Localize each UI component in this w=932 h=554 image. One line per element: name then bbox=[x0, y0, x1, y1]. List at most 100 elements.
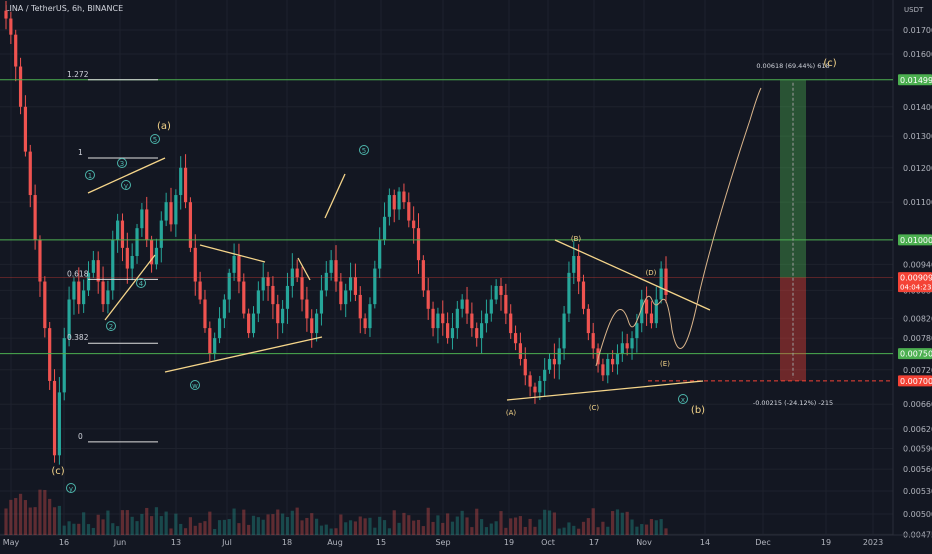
candle-body bbox=[82, 290, 86, 305]
candle-body bbox=[38, 239, 42, 282]
wave-label: (A) bbox=[506, 409, 517, 417]
volume-bar bbox=[504, 527, 508, 535]
volume-bar bbox=[203, 521, 207, 535]
candle-body bbox=[188, 202, 193, 248]
volume-bar bbox=[562, 527, 566, 535]
volume-bar bbox=[38, 489, 42, 535]
wave-count-label: 2 bbox=[109, 323, 113, 331]
candle-body bbox=[4, 10, 8, 19]
volume-bar bbox=[154, 507, 159, 535]
candle-body bbox=[387, 195, 391, 217]
candle-body bbox=[305, 299, 309, 319]
candle-body bbox=[174, 195, 178, 225]
candle-body bbox=[475, 328, 479, 339]
candle-body bbox=[145, 209, 149, 240]
volume-bar bbox=[18, 493, 23, 535]
volume-bar bbox=[111, 523, 115, 535]
wave-circle bbox=[106, 321, 116, 331]
volume-bar bbox=[368, 517, 372, 535]
volume-bar bbox=[251, 515, 256, 535]
wave-label: (E) bbox=[660, 360, 670, 368]
date-tick-label: Dec bbox=[755, 538, 770, 547]
wave-count-label: x bbox=[681, 396, 685, 404]
volume-bar bbox=[140, 513, 144, 535]
wave-circle bbox=[136, 278, 146, 288]
volume-bar bbox=[217, 520, 222, 535]
candle-body bbox=[552, 358, 556, 365]
candle-body bbox=[523, 358, 527, 376]
candle-body bbox=[135, 228, 139, 257]
volume-bar bbox=[213, 528, 217, 535]
volume-bar bbox=[649, 519, 654, 535]
candle-body bbox=[538, 380, 542, 393]
candle-body bbox=[421, 260, 425, 291]
volume-bar bbox=[446, 513, 450, 535]
volume-bar bbox=[518, 516, 523, 535]
candle-body bbox=[547, 358, 552, 370]
wave-circle bbox=[66, 483, 76, 493]
volume-bar bbox=[378, 516, 382, 535]
candle-body bbox=[363, 318, 367, 329]
volume-bar bbox=[577, 528, 581, 535]
candle-body bbox=[581, 281, 586, 309]
volume-bar bbox=[436, 515, 440, 535]
volume-bar bbox=[271, 514, 275, 535]
volume-bar bbox=[77, 523, 81, 535]
candle-body bbox=[116, 220, 120, 240]
volume-bar bbox=[120, 510, 125, 535]
volume-bar bbox=[23, 500, 28, 535]
volume-bar bbox=[310, 513, 314, 535]
candle-body bbox=[43, 281, 47, 329]
candle-body bbox=[654, 299, 658, 324]
volume-bar bbox=[586, 518, 590, 535]
candle-body bbox=[402, 191, 406, 203]
candle-body bbox=[125, 247, 129, 269]
volume-bar bbox=[552, 512, 556, 535]
fib-ratio-label: 0.618 bbox=[67, 269, 89, 278]
candle-body bbox=[57, 392, 61, 456]
candle-body bbox=[353, 277, 358, 295]
volume-bar bbox=[543, 509, 547, 535]
volume-bar bbox=[4, 508, 8, 535]
price-tag-mid-green bbox=[898, 234, 932, 246]
volume-bar bbox=[625, 511, 629, 535]
volume-bar bbox=[407, 515, 411, 535]
candle-body bbox=[509, 313, 513, 334]
date-tick-label: 19 bbox=[504, 538, 514, 547]
candle-body bbox=[52, 380, 57, 456]
wave-circle bbox=[121, 180, 131, 190]
candle-body bbox=[494, 285, 498, 300]
wave-trendline bbox=[164, 336, 323, 373]
volume-bar bbox=[513, 517, 518, 535]
volume-bar bbox=[227, 519, 231, 535]
candle-body bbox=[635, 323, 639, 339]
volume-bar bbox=[615, 509, 620, 535]
date-tick-label: Aug bbox=[327, 538, 343, 547]
volume-bar bbox=[470, 527, 474, 535]
wave-count-label: 1 bbox=[88, 172, 92, 180]
candle-body bbox=[271, 285, 275, 305]
date-tick-label: 18 bbox=[282, 538, 292, 547]
candle-body bbox=[120, 220, 125, 248]
target-text: 0.00618 (69.44%) 618 bbox=[756, 62, 829, 70]
candle-body bbox=[314, 313, 319, 334]
volume-bar bbox=[285, 517, 290, 535]
volume-bar bbox=[86, 524, 91, 535]
volume-bar bbox=[421, 526, 425, 535]
candle-body bbox=[227, 272, 231, 300]
date-tick-label: Sep bbox=[435, 538, 450, 547]
wave-label: (c) bbox=[823, 58, 836, 69]
wave-label: (B) bbox=[571, 235, 582, 243]
candle-body bbox=[101, 281, 105, 305]
candle-body bbox=[465, 299, 469, 314]
wave-circle bbox=[150, 134, 160, 144]
fib-ratio-label: 0.382 bbox=[67, 333, 89, 342]
candle-body bbox=[310, 318, 314, 334]
